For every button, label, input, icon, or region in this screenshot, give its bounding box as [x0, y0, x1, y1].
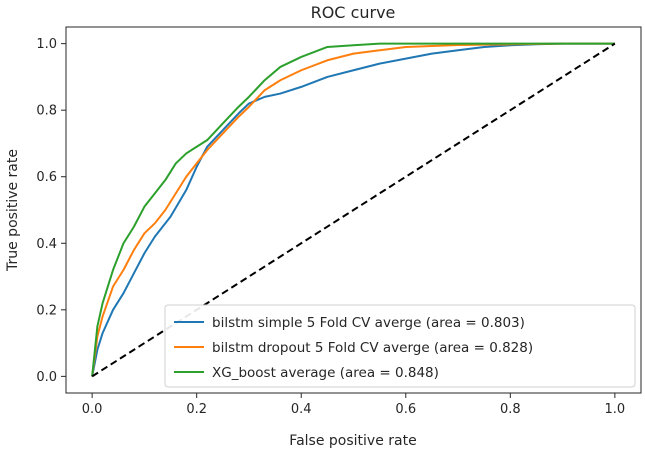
y-axis-title: True positive rate [5, 149, 21, 272]
y-tick-label: 0.8 [36, 104, 57, 119]
x-tick-label: 0.4 [291, 402, 312, 417]
x-tick-label: 0.2 [186, 402, 207, 417]
y-tick-label: 0.2 [36, 303, 57, 318]
plot-frame [65, 26, 642, 394]
legend: bilstm simple 5 Fold CV averge (area = 0… [164, 304, 636, 388]
chart-title: ROC curve [311, 3, 396, 22]
legend-label-bilstm-simple: bilstm simple 5 Fold CV averge (area = 0… [212, 315, 525, 331]
x-tick-label: 0.0 [82, 402, 103, 417]
legend-label-bilstm-dropout: bilstm dropout 5 Fold CV averge (area = … [212, 340, 533, 356]
y-tick-label: 0.6 [36, 170, 57, 185]
x-axis-title: False positive rate [289, 433, 416, 449]
x-tick-label: 1.0 [605, 402, 626, 417]
roc-line-xg-boost [91, 42, 615, 377]
y-tick-label: 1.0 [36, 37, 57, 52]
legend-label-xg-boost: XG_boost average (area = 0.848) [212, 365, 439, 381]
legend-box [164, 304, 636, 388]
x-axis-ticks: 0.0 0.2 0.4 0.6 0.8 1.0 [82, 393, 625, 417]
y-tick-label: 0.4 [36, 237, 57, 252]
x-tick-label: 0.8 [500, 402, 521, 417]
roc-line-bilstm-simple [91, 42, 615, 377]
x-tick-label: 0.6 [395, 402, 416, 417]
roc-line-bilstm-dropout [91, 42, 615, 377]
y-axis-ticks: 0.0 0.2 0.4 0.6 0.8 1.0 [36, 37, 66, 385]
y-tick-label: 0.0 [36, 370, 57, 385]
